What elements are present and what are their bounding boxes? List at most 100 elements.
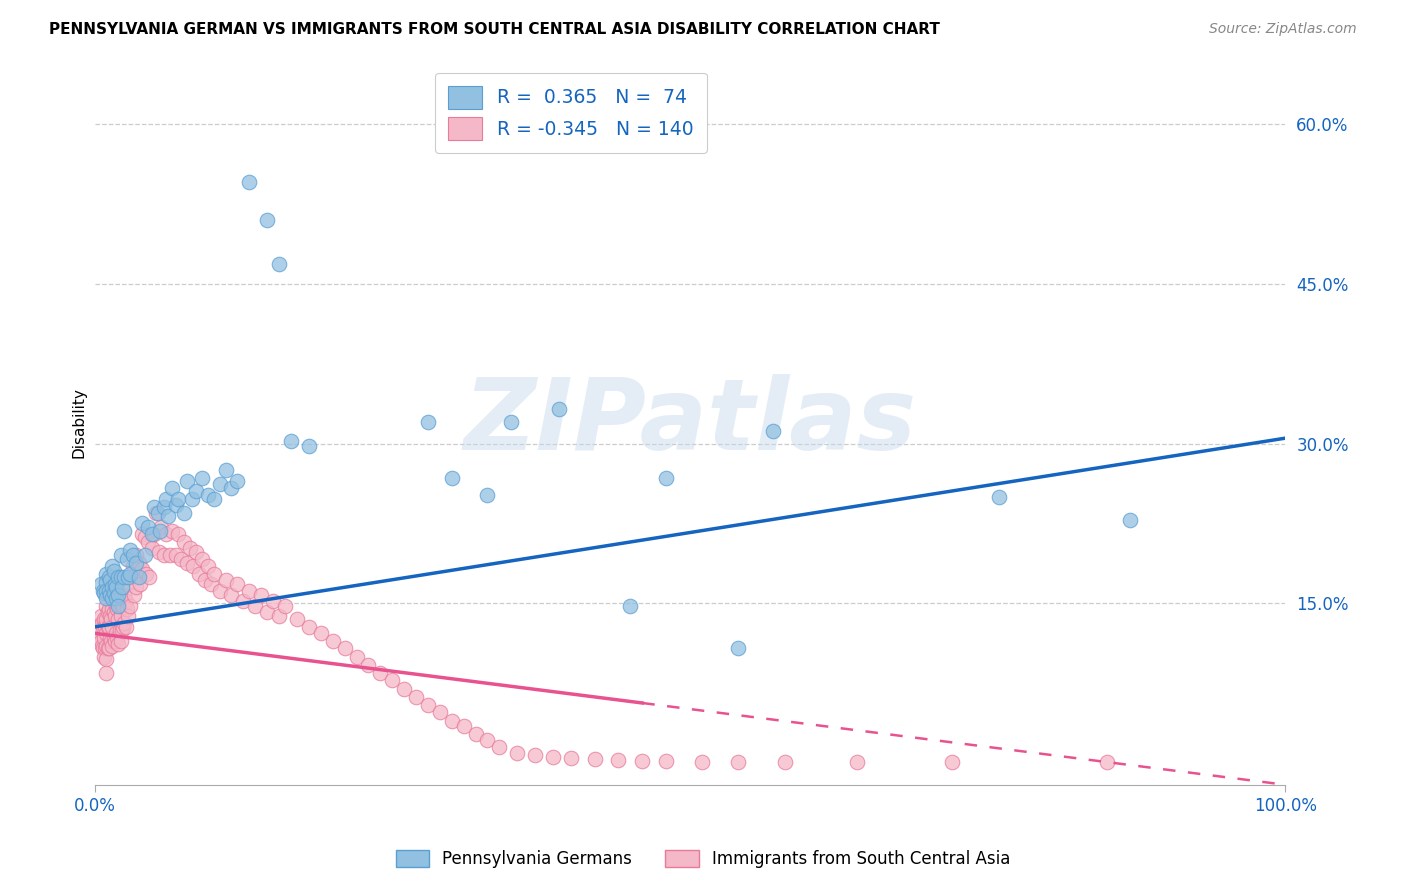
Point — [226, 474, 249, 488]
Point — [357, 658, 380, 673]
Point — [138, 570, 160, 584]
Point — [100, 633, 122, 648]
Point — [150, 519, 173, 533]
Point — [148, 545, 170, 559]
Point — [96, 591, 118, 606]
Point — [91, 620, 114, 634]
Point — [115, 551, 138, 566]
Point — [773, 756, 796, 770]
Point — [298, 620, 321, 634]
Point — [208, 477, 231, 491]
Point — [134, 549, 156, 563]
Point — [120, 543, 142, 558]
Point — [120, 570, 142, 584]
Point — [176, 556, 198, 570]
Point — [155, 491, 177, 506]
Point — [524, 747, 547, 762]
Point — [269, 257, 291, 271]
Point — [190, 470, 212, 484]
Point — [655, 754, 678, 768]
Point — [173, 534, 195, 549]
Point — [464, 726, 486, 740]
Point — [97, 620, 120, 634]
Point — [143, 527, 166, 541]
Point — [152, 549, 174, 563]
Point — [134, 530, 156, 544]
Point — [110, 633, 132, 648]
Point — [221, 481, 243, 495]
Legend: R =  0.365   N =  74, R = -0.345   N = 140: R = 0.365 N = 74, R = -0.345 N = 140 — [434, 72, 707, 153]
Point — [101, 602, 124, 616]
Point — [285, 612, 308, 626]
Point — [93, 649, 115, 664]
Point — [89, 633, 111, 648]
Point — [96, 639, 118, 653]
Point — [149, 524, 172, 538]
Point — [405, 690, 427, 705]
Point — [105, 626, 128, 640]
Point — [170, 551, 193, 566]
Point — [541, 750, 564, 764]
Point — [488, 740, 510, 755]
Point — [98, 609, 121, 624]
Point — [381, 673, 404, 688]
Point — [501, 415, 523, 429]
Point — [107, 612, 129, 626]
Point — [125, 549, 148, 563]
Y-axis label: Disability: Disability — [72, 387, 86, 458]
Point — [91, 641, 114, 656]
Point — [115, 602, 138, 616]
Point — [97, 641, 120, 656]
Point — [477, 488, 499, 502]
Point — [97, 605, 120, 619]
Point — [184, 545, 207, 559]
Point — [333, 641, 356, 656]
Point — [208, 583, 231, 598]
Point — [631, 754, 654, 768]
Point — [101, 591, 124, 606]
Point — [105, 591, 128, 606]
Point — [583, 752, 606, 766]
Point — [155, 527, 177, 541]
Point — [146, 506, 169, 520]
Point — [845, 756, 868, 770]
Text: ZIPatlas: ZIPatlas — [464, 374, 917, 471]
Point — [125, 581, 148, 595]
Point — [453, 719, 475, 733]
Point — [128, 570, 150, 584]
Point — [200, 577, 222, 591]
Point — [238, 175, 260, 189]
Point — [690, 756, 713, 770]
Point — [104, 609, 127, 624]
Point — [197, 488, 219, 502]
Point — [97, 570, 120, 584]
Point — [202, 491, 225, 506]
Point — [298, 439, 321, 453]
Point — [131, 516, 153, 531]
Point — [93, 586, 115, 600]
Point — [105, 631, 128, 645]
Point — [114, 594, 136, 608]
Point — [98, 573, 121, 587]
Point — [214, 463, 236, 477]
Point — [121, 549, 143, 563]
Point — [101, 559, 124, 574]
Point — [101, 581, 124, 595]
Point — [190, 551, 212, 566]
Point — [89, 577, 111, 591]
Point — [110, 591, 132, 606]
Point — [141, 527, 163, 541]
Point — [107, 588, 129, 602]
Point — [141, 541, 163, 555]
Point — [560, 751, 582, 765]
Point — [165, 499, 187, 513]
Point — [165, 549, 187, 563]
Point — [96, 665, 118, 680]
Point — [226, 577, 249, 591]
Point — [429, 705, 451, 719]
Point — [160, 481, 183, 495]
Point — [112, 620, 135, 634]
Point — [93, 612, 115, 626]
Point — [94, 641, 117, 656]
Point — [108, 623, 131, 637]
